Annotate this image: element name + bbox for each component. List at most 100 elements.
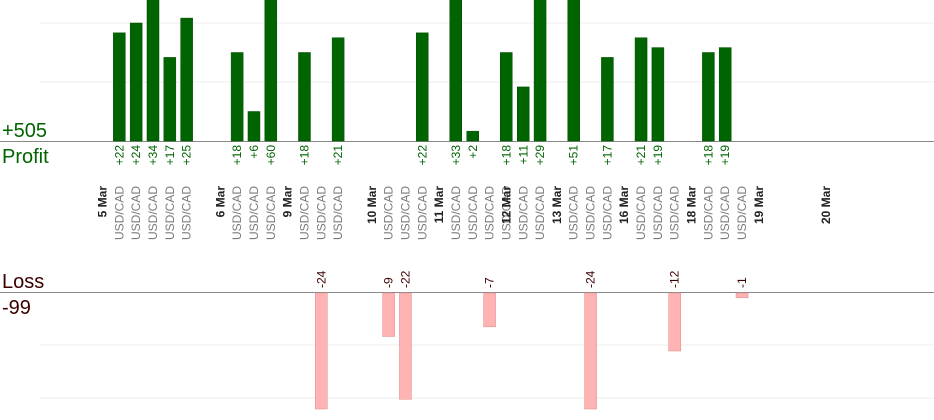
profit-bar — [298, 52, 311, 142]
pair-label: USD/CAD — [499, 186, 513, 240]
loss-bar — [382, 292, 395, 337]
loss-value-label: -24 — [314, 270, 328, 288]
pair-label: USD/CAD — [718, 186, 732, 240]
date-label: 12 Mar — [499, 186, 513, 224]
profit-value-label: +34 — [146, 145, 160, 166]
loss-bar — [483, 292, 496, 328]
pair-label: USD/CAD — [331, 186, 345, 240]
loss-bar — [735, 292, 749, 299]
pair-label: USD/CAD — [483, 186, 497, 240]
pair-label: USD/CAD — [297, 186, 311, 240]
date-label: 5 Mar — [96, 186, 110, 218]
pair-label: USD/CAD — [398, 186, 412, 240]
loss-label: Loss — [2, 271, 44, 293]
date-label: 18 Mar — [685, 186, 699, 224]
profit-value-label: +18 — [230, 145, 244, 166]
profit-label: Profit — [2, 146, 49, 168]
pair-label: USD/CAD — [314, 186, 328, 240]
pair-label: USD/CAD — [634, 186, 648, 240]
profit-bar — [702, 52, 715, 142]
pair-label: USD/CAD — [180, 186, 194, 240]
profit-value-label: +19 — [651, 145, 665, 166]
profit-value-label: +25 — [180, 145, 194, 166]
pair-label: USD/CAD — [735, 186, 749, 240]
profit-bar — [517, 86, 530, 142]
profit-value-label: +33 — [449, 145, 463, 166]
profit-value-label: +29 — [533, 145, 547, 166]
loss-value-label: -12 — [668, 270, 682, 288]
profit-bar — [416, 32, 429, 142]
pair-label: USD/CAD — [668, 186, 682, 240]
pair-label: USD/CAD — [600, 186, 614, 240]
profit-bar — [449, 0, 463, 142]
profit-value-label: +17 — [163, 145, 177, 166]
profit-bar — [718, 47, 732, 142]
profit-bar — [113, 32, 126, 142]
profit-bar — [264, 0, 278, 142]
profit-value-label: +18 — [499, 145, 513, 166]
profit-bar — [180, 17, 193, 142]
pair-label: USD/CAD — [163, 186, 177, 240]
profit-bar — [567, 0, 580, 142]
loss-value-label: -1 — [735, 277, 749, 288]
profit-value-label: +60 — [264, 145, 278, 166]
profit-value-label: +6 — [247, 145, 261, 159]
pair-label: USD/CAD — [112, 186, 126, 240]
loss-bar — [668, 292, 681, 352]
pair-label: USD/CAD — [264, 186, 278, 240]
date-label: 10 Mar — [365, 186, 379, 224]
pair-label: USD/CAD — [382, 186, 396, 240]
loss-value-label: -22 — [398, 270, 412, 288]
date-label: 20 Mar — [819, 186, 833, 224]
pair-label: USD/CAD — [415, 186, 429, 240]
profit-bar — [230, 52, 244, 142]
pair-label: USD/CAD — [449, 186, 463, 240]
profit-value-label: +19 — [718, 145, 732, 166]
date-label: 16 Mar — [617, 186, 631, 224]
pair-label: USD/CAD — [701, 186, 715, 240]
profit-value-label: +18 — [701, 145, 715, 166]
date-label: 19 Mar — [752, 186, 766, 224]
profit-bar — [331, 37, 345, 142]
category-labels: USD/CAD USD/CAD USD/CAD USD/CAD USD/CAD USD/C… — [96, 186, 834, 240]
pair-label: USD/CAD — [129, 186, 143, 240]
profit-bar — [651, 47, 665, 142]
pair-label: USD/CAD — [651, 186, 665, 240]
pair-label: USD/CAD — [466, 186, 480, 240]
loss-bar — [399, 292, 412, 400]
date-label: 11 Mar — [432, 186, 446, 224]
date-label: 6 Mar — [213, 186, 227, 218]
profit-bar — [466, 130, 480, 142]
profit-value-label: +22 — [112, 145, 126, 166]
profit-bar — [634, 37, 648, 142]
profit-bar — [129, 22, 143, 142]
axes — [0, 141, 934, 293]
profit-total: +505 — [2, 120, 47, 142]
profit-value-label: +18 — [297, 145, 311, 166]
pair-label: USD/CAD — [146, 186, 160, 240]
pair-label: USD/CAD — [230, 186, 244, 240]
profit-value-label: +17 — [600, 145, 614, 166]
profit-bar — [163, 57, 177, 142]
pair-label: USD/CAD — [567, 186, 581, 240]
date-label: 13 Mar — [550, 186, 564, 224]
profit-value-label: +51 — [567, 145, 581, 166]
loss-value-label: -24 — [584, 270, 598, 288]
profit-value-label: +21 — [634, 145, 648, 166]
pair-label: USD/CAD — [533, 186, 547, 240]
loss-value-label: -7 — [483, 277, 497, 288]
pair-label: USD/CAD — [516, 186, 530, 240]
profit-bar — [601, 57, 614, 142]
profit-value-label: +11 — [516, 145, 530, 165]
profit-bar — [533, 0, 547, 142]
loss-bar — [584, 292, 597, 410]
loss-value-label: -9 — [382, 277, 396, 288]
pair-label: USD/CAD — [247, 186, 261, 240]
profit-value-label: +24 — [129, 145, 143, 166]
bars — [113, 0, 749, 410]
profit-bar — [247, 111, 261, 142]
pair-label: USD/CAD — [584, 186, 598, 240]
profit-bar — [500, 52, 513, 142]
profit-value-label: +22 — [415, 145, 429, 166]
